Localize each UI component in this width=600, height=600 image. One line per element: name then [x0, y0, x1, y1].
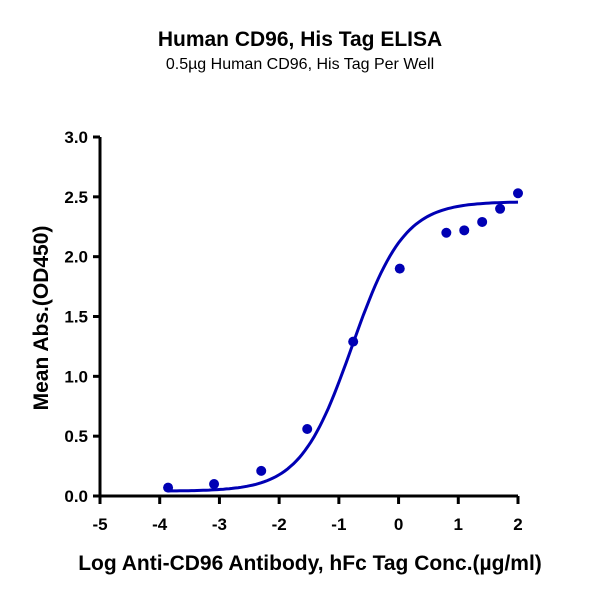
x-tick-label: -2	[272, 515, 287, 534]
data-point	[256, 465, 267, 476]
data-point	[209, 479, 220, 490]
x-tick-label: 1	[454, 515, 463, 534]
data-point	[163, 482, 174, 493]
x-tick-label: -1	[331, 515, 346, 534]
y-tick-label: 1.0	[64, 367, 88, 386]
y-tick-label: 0.5	[64, 427, 88, 446]
data-point	[302, 423, 313, 434]
x-tick-label: -4	[152, 515, 168, 534]
y-tick-label: 1.5	[64, 308, 88, 327]
chart-subtitle: 0.5µg Human CD96, His Tag Per Well	[165, 56, 435, 73]
data-point	[477, 216, 488, 227]
data-point	[459, 225, 470, 236]
data-point	[394, 263, 405, 274]
y-axis-title: Mean Abs.(OD450)	[30, 226, 53, 411]
x-axis-title: Log Anti-CD96 Antibody, hFc Tag Conc.(µg…	[78, 552, 542, 575]
data-points	[163, 188, 523, 493]
y-tick-label: 2.5	[64, 188, 88, 207]
y-tick-label: 0.0	[64, 487, 88, 506]
x-tick-label: -5	[92, 515, 107, 534]
x-tick-label: 0	[394, 515, 403, 534]
data-point	[348, 336, 359, 347]
data-point	[513, 188, 523, 199]
fit-curve	[168, 200, 519, 493]
x-tick-label: 2	[513, 515, 522, 534]
y-tick-label: 2.0	[64, 248, 88, 267]
chart-title: Human CD96, His Tag ELISA	[157, 28, 443, 51]
y-tick-label: 3.0	[64, 128, 88, 147]
data-point	[495, 203, 506, 214]
x-tick-label: -3	[212, 515, 227, 534]
data-point	[441, 227, 452, 238]
axes: 0.0 0.5 1.0 1.5 2.0 2.5 3.0 -5 -4 -3 -2 -1 0 1 2	[64, 128, 522, 534]
